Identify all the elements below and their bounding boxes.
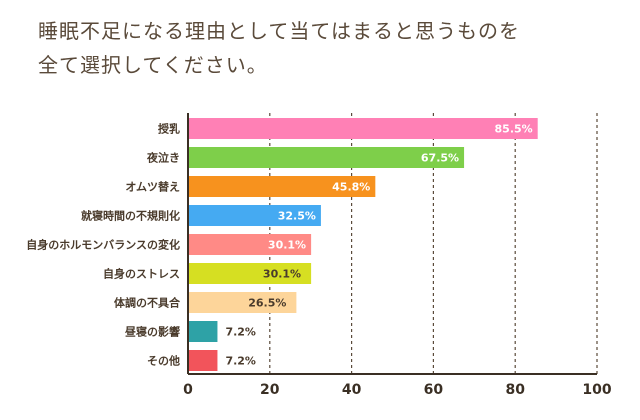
bar-5 (188, 263, 312, 284)
value-label-4: 30.1% (268, 239, 306, 252)
bar-1 (188, 147, 465, 168)
bar-7 (188, 321, 218, 342)
value-label-3: 32.5% (278, 210, 316, 223)
value-label-7: 7.2% (225, 326, 256, 339)
value-label-2: 45.8% (332, 181, 370, 194)
chart-title: 睡眠不足になる理由として当てはまると思うものを 全て選択してください。 (38, 14, 628, 82)
x-tick-label-0: 0 (183, 382, 193, 398)
bar-4 (188, 234, 312, 255)
x-tick-label-60: 60 (424, 382, 444, 398)
bar-0 (188, 118, 538, 139)
value-label-0: 85.5% (495, 123, 533, 136)
bar-6 (188, 292, 297, 313)
category-label-4: 自身のホルモンバランスの変化 (26, 238, 180, 252)
x-tick-label-20: 20 (260, 382, 280, 398)
category-label-6: 体調の不具合 (114, 296, 181, 310)
category-label-5: 自身のストレス (103, 267, 180, 281)
x-tick-label-80: 80 (505, 382, 525, 398)
value-label-5: 30.1% (263, 268, 301, 281)
category-label-7: 昼寝の影響 (124, 325, 180, 339)
x-tick-label-100: 100 (582, 382, 611, 398)
category-label-2: オムツ替え (125, 180, 180, 194)
bar-8 (188, 350, 218, 371)
category-label-0: 授乳 (158, 122, 180, 136)
bar-3 (188, 205, 321, 226)
value-label-8: 7.2% (225, 355, 256, 368)
chart-title-line-1: 睡眠不足になる理由として当てはまると思うものを (38, 19, 520, 43)
x-tick-label-40: 40 (342, 382, 362, 398)
chart-title-line-2: 全て選択してください。 (38, 53, 268, 77)
value-label-1: 67.5% (421, 152, 459, 165)
bar-2 (188, 176, 376, 197)
category-label-3: 就寝時間の不規則化 (81, 209, 180, 223)
category-label-1: 夜泣き (146, 151, 180, 165)
category-label-8: その他 (147, 354, 180, 368)
value-label-6: 26.5% (248, 297, 286, 310)
